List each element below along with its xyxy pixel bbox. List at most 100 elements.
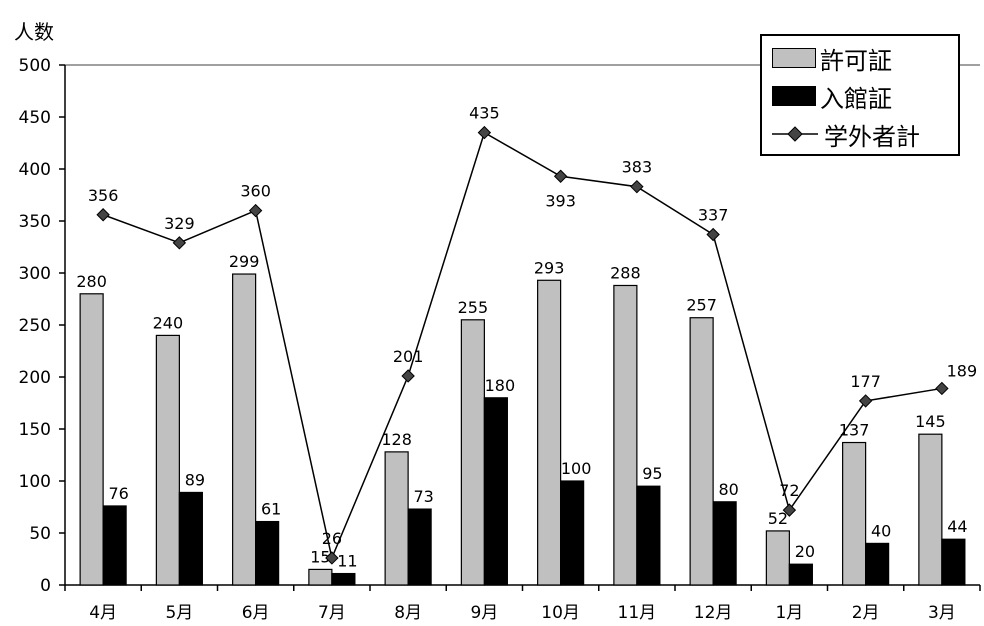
bar-pass: [483, 397, 508, 586]
data-label-permit: 255: [458, 298, 489, 317]
marker-total: [553, 169, 568, 183]
legend-swatch-total: [772, 124, 818, 144]
data-label-permit: 299: [229, 252, 260, 271]
legend-item-permit: 許可証: [772, 40, 892, 76]
data-label-pass: 73: [413, 487, 433, 506]
marker-total: [630, 179, 644, 194]
legend-label-pass: 入館証: [820, 84, 892, 113]
x-tick-label: 7月: [318, 603, 346, 623]
data-label-total: 177: [850, 372, 881, 391]
data-label-total: 72: [779, 481, 799, 500]
x-tick-label: 10月: [541, 603, 580, 623]
y-tick-label: 300: [19, 264, 51, 284]
bar-permit: [613, 284, 638, 586]
data-label-permit: 293: [534, 258, 565, 277]
legend-item-total: 学外者計: [772, 116, 920, 152]
data-label-total: 393: [545, 191, 576, 210]
data-label-total: 360: [240, 182, 271, 201]
data-label-pass: 20: [795, 542, 815, 561]
bar-pass: [255, 520, 280, 586]
data-label-permit: 280: [76, 272, 107, 291]
y-tick-label: 400: [19, 160, 51, 180]
bar-permit: [460, 319, 485, 586]
x-tick-label: 11月: [618, 603, 657, 623]
bar-pass: [331, 572, 356, 586]
data-label-pass: 76: [108, 484, 128, 503]
x-tick-label: 5月: [165, 603, 193, 623]
legend-swatch-permit: [772, 48, 816, 68]
legend: 許可証 入館証 学外者計: [760, 34, 960, 156]
x-tick-label: 1月: [775, 603, 803, 623]
bar-permit: [765, 530, 790, 586]
legend-item-pass: 入館証: [772, 78, 892, 114]
bar-permit: [308, 568, 333, 586]
x-tick-label: 6月: [242, 603, 270, 623]
y-tick-label: 500: [19, 56, 51, 76]
data-label-total: 189: [947, 361, 978, 380]
data-label-total: 329: [164, 214, 195, 233]
bar-pass: [712, 501, 737, 586]
bar-pass: [407, 508, 432, 586]
data-label-pass: 61: [261, 500, 281, 519]
bar-permit: [842, 441, 867, 586]
bar-pass: [560, 480, 585, 586]
data-label-pass: 100: [561, 459, 592, 478]
marker-total: [248, 203, 263, 218]
marker-total: [325, 551, 339, 565]
marker-total: [477, 125, 492, 140]
bar-permit: [384, 451, 409, 586]
bar-pass: [102, 505, 127, 586]
y-tick-label: 250: [19, 316, 51, 336]
data-label-permit: 288: [610, 263, 641, 282]
x-tick-label: 9月: [470, 603, 498, 623]
data-label-total: 356: [88, 186, 119, 205]
x-tick-label: 8月: [394, 603, 422, 623]
data-label-pass: 11: [337, 552, 357, 571]
bar-pass: [178, 491, 203, 586]
data-label-permit: 52: [768, 509, 788, 528]
x-tick-label: 3月: [928, 603, 956, 623]
bar-pass: [865, 542, 890, 586]
x-tick-label: 12月: [694, 603, 733, 623]
bar-permit: [537, 279, 562, 586]
data-label-total: 383: [622, 158, 653, 177]
y-tick-label: 350: [19, 212, 51, 232]
y-tick-label: 200: [19, 368, 51, 388]
marker-total: [96, 208, 110, 222]
data-label-pass: 44: [947, 517, 967, 536]
marker-total: [401, 369, 415, 383]
legend-label-total: 学外者計: [824, 122, 920, 151]
y-tick-label: 0: [40, 576, 51, 596]
y-tick-label: 100: [19, 472, 51, 492]
data-label-total: 435: [469, 104, 500, 123]
data-label-pass: 40: [871, 521, 891, 540]
y-tick-label: 450: [19, 108, 51, 128]
y-axis-title: 人数: [14, 20, 54, 44]
marker-total: [935, 381, 949, 396]
line-total: [102, 131, 942, 561]
legend-swatch-pass: [772, 86, 816, 106]
y-tick-label: 150: [19, 420, 51, 440]
data-label-total: 201: [393, 347, 424, 366]
marker-total: [172, 236, 187, 250]
data-label-pass: 80: [718, 480, 738, 499]
x-tick-label: 2月: [852, 603, 880, 623]
data-label-pass: 180: [485, 376, 516, 395]
data-label-pass: 89: [185, 470, 205, 489]
data-label-pass: 95: [642, 464, 662, 483]
data-label-permit: 15: [310, 547, 330, 566]
bar-permit: [155, 334, 180, 586]
bar-permit: [689, 317, 714, 586]
legend-label-permit: 許可証: [820, 46, 892, 75]
bar-pass: [636, 485, 661, 586]
marker-total: [706, 227, 720, 242]
bar-pass: [941, 538, 966, 586]
data-label-permit: 128: [381, 430, 412, 449]
bar-permit: [79, 293, 104, 586]
data-label-permit: 257: [686, 296, 717, 315]
bar-pass: [788, 563, 813, 586]
y-tick-label: 50: [29, 524, 51, 544]
data-label-permit: 145: [915, 412, 946, 431]
bar-permit: [918, 433, 943, 586]
